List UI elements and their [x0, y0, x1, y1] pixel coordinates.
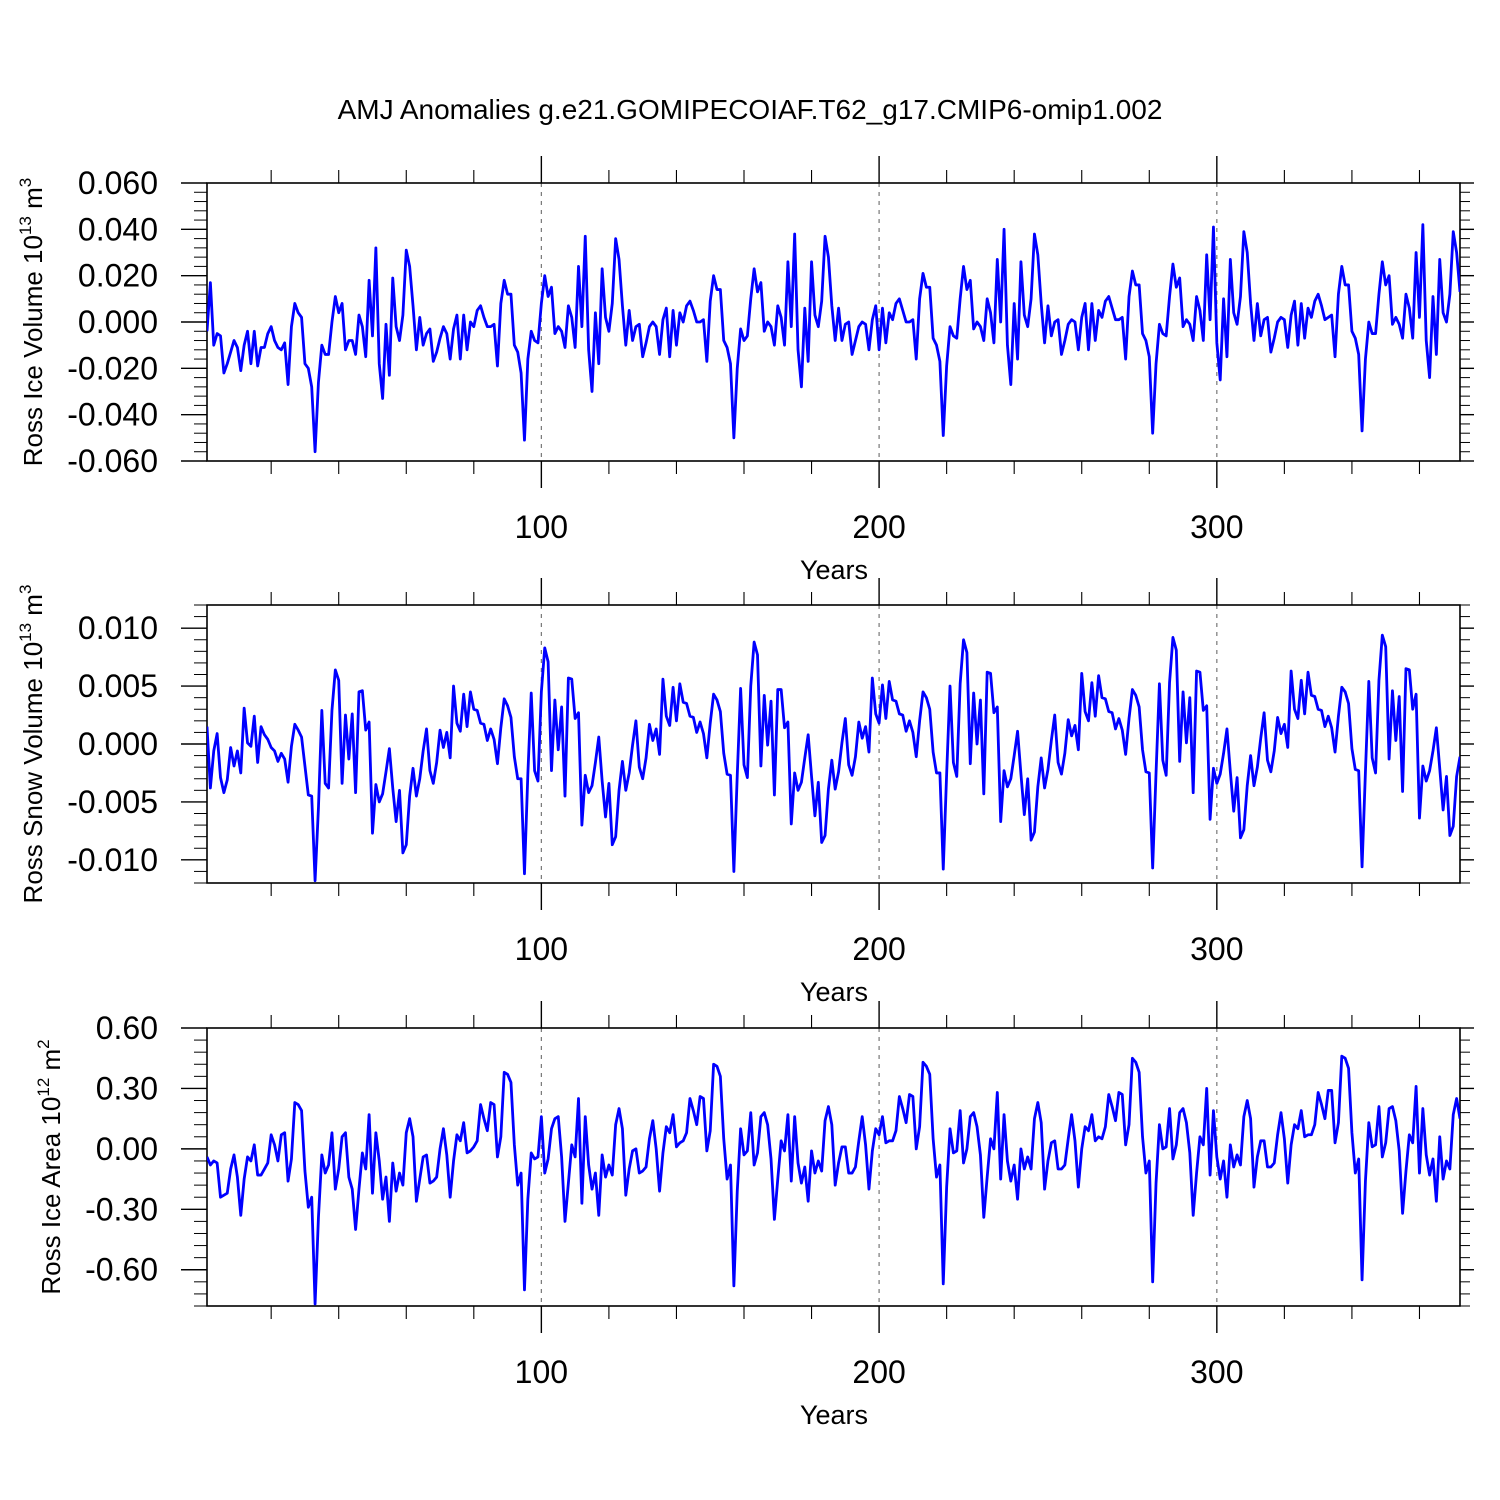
y-tick-label: 0.040 [78, 211, 158, 247]
figure-title: AMJ Anomalies g.e21.GOMIPECOIAF.T62_g17.… [338, 94, 1163, 125]
y-axis-label-unit: m [36, 1049, 66, 1078]
y-tick-label: 0.010 [78, 610, 158, 646]
x-tick-label: 300 [1190, 509, 1243, 545]
y-tick-label: 0.60 [96, 1010, 158, 1046]
y-axis-label-exponent: 13 [16, 216, 35, 235]
x-tick-label: 100 [515, 509, 568, 545]
x-tick-label: 200 [852, 931, 905, 967]
y-axis-label-unit: m [18, 187, 48, 216]
y-tick-label: 0.30 [96, 1070, 158, 1106]
y-tick-label: -0.010 [67, 842, 158, 878]
y-tick-label: 0.00 [96, 1131, 158, 1167]
y-tick-label: 0.005 [78, 668, 158, 704]
series-line-1 [207, 1054, 1460, 1306]
panel-2: 100 200 300 -0.010 -0.005 0.000 0.005 0.010 Year… [16, 578, 1474, 1007]
x-tick-label: 300 [1190, 1354, 1243, 1390]
y-tick-label: 0.000 [78, 726, 158, 762]
series-line-1 [207, 633, 1460, 883]
y-axis-label-exponent: 12 [34, 1078, 53, 1097]
y-axis-label-unit-exponent: 2 [34, 1039, 53, 1048]
x-tick-label: 200 [852, 509, 905, 545]
y-axis-label-text: Ross Ice Area 10 [36, 1097, 66, 1295]
x-tick-label: 200 [852, 1354, 905, 1390]
x-axis-label: Years [800, 555, 868, 585]
y-tick-label: -0.30 [85, 1191, 158, 1227]
series-line-1 [207, 223, 1460, 454]
y-axis-label-unit-exponent: 3 [16, 178, 35, 187]
y-tick-label: -0.005 [67, 784, 158, 820]
x-axis-label: Years [800, 1400, 868, 1430]
y-axis-label: Ross Snow Volume 1013 m3 [16, 585, 48, 904]
y-tick-label: -0.040 [67, 397, 158, 433]
plot-frame [206, 1027, 1461, 1307]
y-tick-label: -0.060 [67, 443, 158, 479]
y-axis-label-text: Ross Snow Volume 10 [18, 642, 48, 904]
x-tick-label: 300 [1190, 931, 1243, 967]
y-tick-label: 0.060 [78, 165, 158, 201]
panels: 100 200 300 -0.060 -0.040 -0.020 0.000 0.020 0.0… [16, 156, 1474, 1430]
x-tick-label: 100 [515, 931, 568, 967]
panel-1: 100 200 300 -0.060 -0.040 -0.020 0.000 0.020 0.0… [16, 156, 1474, 585]
panel-3: 100 200 300 -0.60 -0.30 0.00 0.30 0.60 Years Ross… [34, 1001, 1474, 1430]
x-tick-label: 100 [515, 1354, 568, 1390]
x-axis-label: Years [800, 977, 868, 1007]
y-tick-label: -0.60 [85, 1252, 158, 1288]
y-tick-label: 0.000 [78, 304, 158, 340]
y-axis-label-exponent: 13 [16, 623, 35, 642]
y-tick-label: -0.020 [67, 350, 158, 386]
y-axis-label-unit: m [18, 594, 48, 623]
y-tick-label: 0.020 [78, 258, 158, 294]
y-axis-label-text: Ross Ice Volume 10 [18, 235, 48, 466]
y-axis-label: Ross Ice Volume 1013 m3 [16, 178, 48, 467]
y-axis-label: Ross Ice Area 1012 m2 [34, 1039, 66, 1294]
y-axis-label-unit-exponent: 3 [16, 585, 35, 594]
